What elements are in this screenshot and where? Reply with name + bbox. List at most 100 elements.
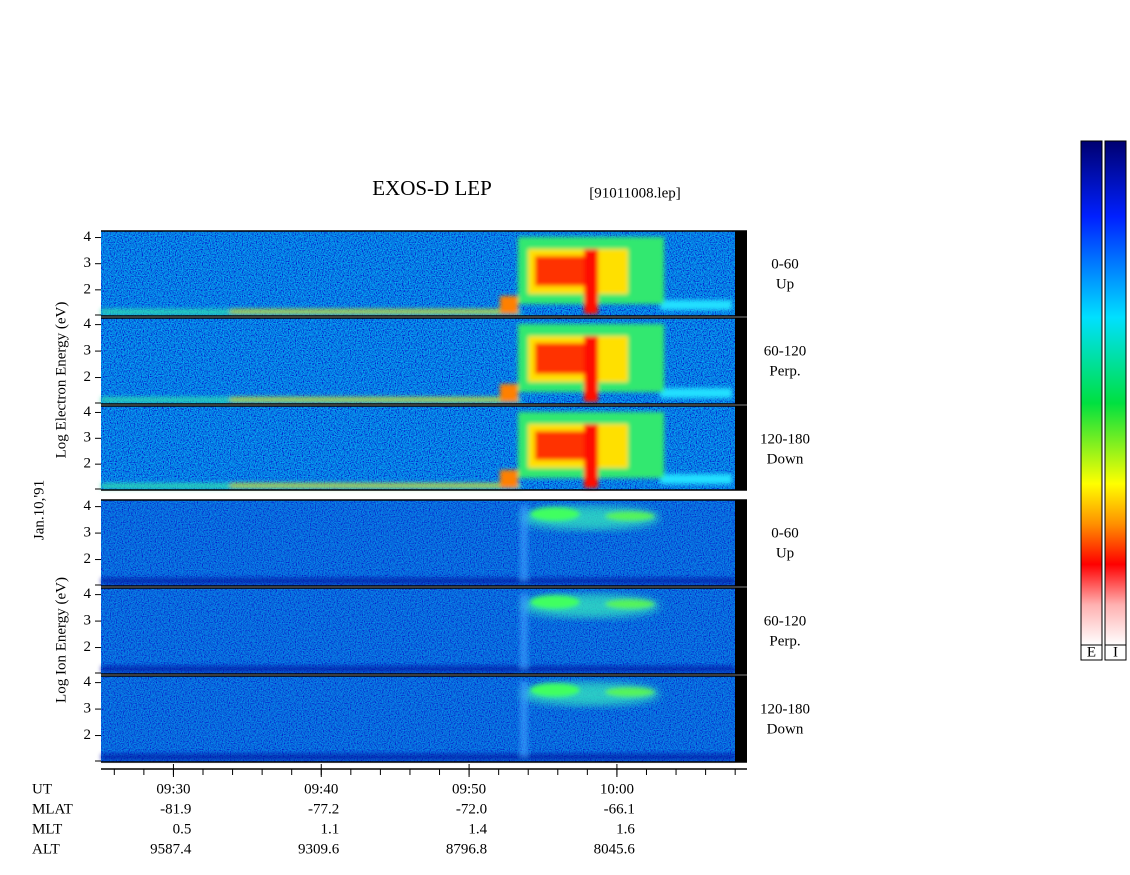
feature <box>660 388 732 398</box>
row-value: 9309.6 <box>298 841 340 857</box>
black-strip <box>735 676 747 762</box>
row-value: 1.4 <box>468 821 487 837</box>
row-value: -66.1 <box>604 801 635 817</box>
row-label: MLT <box>32 821 62 837</box>
spectrogram-features <box>101 593 735 672</box>
black-strip <box>735 500 747 586</box>
x-tick-label: 09:30 <box>156 781 190 797</box>
feature <box>520 505 528 581</box>
row-label: MLAT <box>32 801 73 817</box>
black-strip <box>735 406 747 490</box>
panel-direction: Perp. <box>769 363 800 379</box>
row-value: -77.2 <box>308 801 339 817</box>
row-value: -81.9 <box>160 801 191 817</box>
y-axis-label: Log Electron Energy (eV) <box>53 302 69 459</box>
spectrogram-features <box>101 237 732 315</box>
feature <box>520 593 528 669</box>
feature <box>584 336 598 402</box>
black-strip <box>735 588 747 674</box>
y-tick-label: 2 <box>84 281 92 297</box>
feature <box>101 666 735 672</box>
feature <box>230 397 510 402</box>
panel-direction: Up <box>776 276 794 292</box>
feature <box>535 343 585 374</box>
panel-direction: Down <box>767 451 804 467</box>
y-tick-label: 4 <box>84 404 92 420</box>
panel-range: 60-120 <box>764 613 807 629</box>
feature <box>230 309 510 314</box>
y-tick-label: 2 <box>84 369 92 385</box>
feature <box>500 384 518 402</box>
y-tick-label: 3 <box>84 430 92 446</box>
row-value: 1.1 <box>321 821 340 837</box>
row-value: 8796.8 <box>446 841 487 857</box>
y-axis-label: Log Ion Energy (eV) <box>53 577 69 703</box>
spectrogram-features <box>101 412 732 489</box>
date-label: Jan.10,'91 <box>31 480 47 540</box>
y-tick-label: 3 <box>84 701 92 717</box>
colorbar-label-box <box>1104 644 1127 661</box>
y-tick-label: 4 <box>84 229 92 245</box>
colorbar-label: E <box>1087 644 1096 660</box>
y-tick-label: 2 <box>84 727 92 743</box>
spectrogram-features <box>101 681 735 760</box>
file-label: [91011008.lep] <box>589 185 681 201</box>
row-value: 8045.6 <box>594 841 636 857</box>
x-tick-label: 09:40 <box>304 781 338 797</box>
panel-direction: Down <box>767 721 804 737</box>
feature <box>660 300 732 310</box>
row-value: 0.5 <box>173 821 192 837</box>
y-tick-label: 3 <box>84 613 92 629</box>
y-tick-label: 4 <box>84 498 92 514</box>
colorbar-label-box <box>1080 644 1103 661</box>
row-value: -72.0 <box>456 801 487 817</box>
panel-direction: Perp. <box>769 633 800 649</box>
panel-range: 120-180 <box>760 431 810 447</box>
black-strip <box>735 231 747 316</box>
colorbar-label: I <box>1113 644 1118 660</box>
y-tick-label: 4 <box>84 586 92 602</box>
row-value: 9587.4 <box>150 841 192 857</box>
colorbar <box>1104 140 1127 646</box>
panel-range: 60-120 <box>764 343 807 359</box>
black-strip <box>735 318 747 404</box>
spectrogram-features <box>101 324 732 403</box>
title: EXOS-D LEP <box>372 176 492 200</box>
x-tick-label: 09:50 <box>452 781 486 797</box>
panel-range: 0-60 <box>771 525 799 541</box>
row-label: ALT <box>32 841 60 857</box>
feature <box>660 474 732 484</box>
feature <box>584 249 598 314</box>
feature <box>535 431 585 460</box>
feature <box>535 256 585 286</box>
y-tick-label: 3 <box>84 525 92 541</box>
panel-range: 120-180 <box>760 701 810 717</box>
feature <box>605 599 655 609</box>
feature <box>530 507 580 521</box>
y-tick-label: 2 <box>84 551 92 567</box>
feature <box>530 683 580 697</box>
x-tick-label: 10:00 <box>600 781 634 797</box>
y-tick-label: 4 <box>84 316 92 332</box>
feature <box>500 296 518 314</box>
feature <box>605 511 655 521</box>
feature <box>530 595 580 609</box>
y-tick-label: 2 <box>84 456 92 472</box>
feature <box>605 687 655 697</box>
panel-range: 0-60 <box>771 256 799 272</box>
feature <box>584 424 598 488</box>
feature <box>500 470 518 488</box>
y-tick-label: 3 <box>84 255 92 271</box>
y-tick-label: 3 <box>84 343 92 359</box>
y-tick-label: 2 <box>84 639 92 655</box>
feature <box>101 754 735 760</box>
row-value: 1.6 <box>616 821 635 837</box>
feature <box>520 681 528 757</box>
panel-direction: Up <box>776 545 794 561</box>
feature <box>101 578 735 584</box>
y-tick-label: 4 <box>84 674 92 690</box>
colorbar <box>1080 140 1103 646</box>
ut-label: UT <box>32 781 52 797</box>
spectrogram-features <box>101 505 735 584</box>
